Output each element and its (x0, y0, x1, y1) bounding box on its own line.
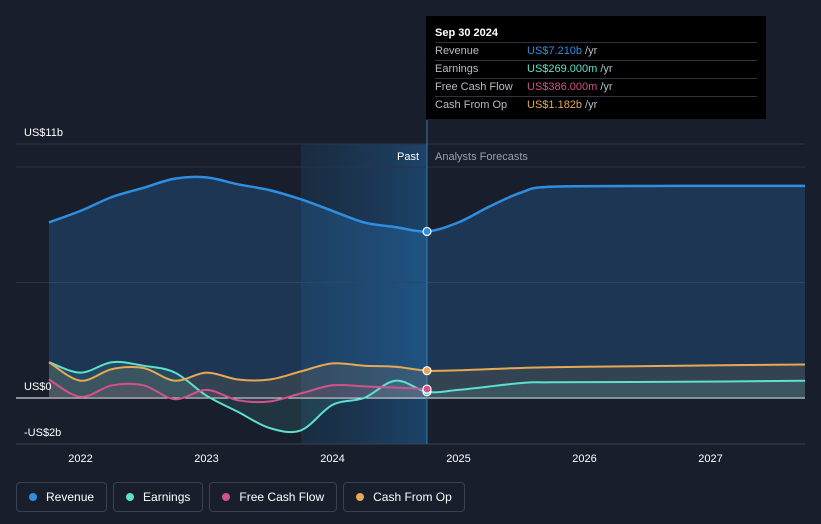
tooltip-row-earnings: Earnings US$269.000m /yr (435, 60, 757, 78)
legend-label: Revenue (46, 490, 95, 504)
tooltip-label: Free Cash Flow (435, 81, 513, 93)
x-tick-label-2027: 2027 (698, 453, 722, 465)
tooltip-value: US$7.210b (527, 45, 583, 57)
tooltip-value: US$386.000m (527, 81, 598, 93)
tooltip-unit: /yr (600, 63, 613, 75)
tooltip-value: US$269.000m (527, 63, 598, 75)
forecast-label: Analysts Forecasts (435, 151, 528, 163)
y-axis-bottom-label: -US$2b (24, 427, 61, 439)
series-area-revenue (49, 176, 805, 398)
legend-item-earnings[interactable]: Earnings (113, 482, 204, 512)
legend-label: Free Cash Flow (239, 490, 325, 504)
highlight-point-cash-from-op (422, 366, 432, 376)
tooltip-label: Cash From Op (435, 99, 508, 111)
y-axis-zero-label: US$0 (24, 381, 52, 393)
tooltip-label: Earnings (435, 63, 479, 75)
tooltip-value: US$1.182b (527, 99, 583, 111)
highlight-point-free-cash-flow (422, 384, 432, 394)
legend-label: Cash From Op (373, 490, 452, 504)
legend-item-revenue[interactable]: Revenue (16, 482, 108, 512)
tooltip-unit: /yr (600, 81, 613, 93)
tooltip: Sep 30 2024 Revenue US$7.210b /yr Earnin… (426, 16, 766, 119)
series-area-earnings (49, 361, 805, 433)
legend-dot-icon (356, 493, 365, 501)
legend: Revenue Earnings Free Cash Flow Cash Fro… (16, 482, 465, 512)
tooltip-date: Sep 30 2024 (435, 27, 498, 39)
legend-item-free-cash-flow[interactable]: Free Cash Flow (209, 482, 338, 512)
series-area-free-cash-flow (49, 379, 427, 403)
y-axis-top-label: US$11b (24, 127, 63, 139)
legend-dot-icon (29, 493, 37, 501)
series-line-free-cash-flow (48, 378, 428, 404)
tooltip-unit: /yr (585, 45, 598, 57)
series-line-cash-from-op (48, 361, 806, 382)
legend-dot-icon (222, 493, 231, 501)
tooltip-unit: /yr (585, 99, 598, 111)
legend-dot-icon (126, 493, 135, 501)
tooltip-row-free-cash-flow: Free Cash Flow US$386.000m /yr (435, 78, 757, 96)
x-tick-label-2025: 2025 (446, 453, 470, 465)
tooltip-row-revenue: Revenue US$7.210b /yr (435, 42, 757, 60)
legend-item-cash-from-op[interactable]: Cash From Op (343, 482, 465, 512)
series-area-cash-from-op (49, 362, 805, 398)
tooltip-label: Revenue (435, 45, 480, 57)
x-tick-label-2023: 2023 (194, 453, 218, 465)
past-label: Past (397, 151, 419, 163)
x-tick-label-2026: 2026 (572, 453, 596, 465)
x-tick-label-2024: 2024 (320, 453, 344, 465)
series-line-earnings (48, 360, 806, 434)
series-line-revenue (48, 175, 806, 233)
tooltip-row-cash-from-op: Cash From Op US$1.182b /yr (435, 96, 757, 114)
past-region (301, 144, 427, 444)
x-tick-label-2022: 2022 (68, 453, 92, 465)
legend-label: Earnings (143, 490, 191, 504)
highlight-point-revenue (422, 226, 432, 237)
